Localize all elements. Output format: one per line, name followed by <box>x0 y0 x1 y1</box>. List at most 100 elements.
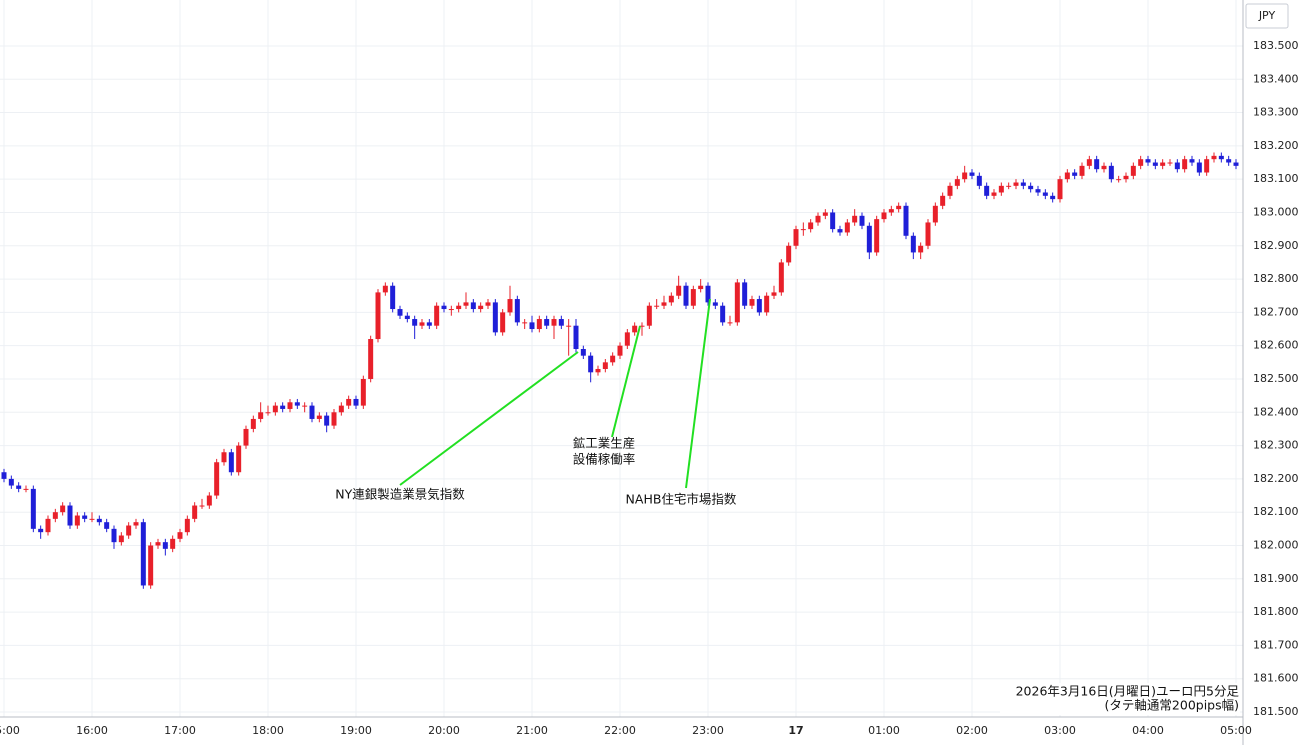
candle-body <box>595 368 601 373</box>
candle-body <box>30 488 36 529</box>
candle-body <box>690 289 696 306</box>
y-tick-label: 183.000 <box>1253 205 1299 218</box>
y-tick-label: 182.500 <box>1253 372 1299 385</box>
candle-body <box>1204 159 1210 173</box>
candle-body <box>192 505 198 519</box>
candle-body <box>243 428 249 446</box>
x-tick-label: 03:00 <box>1044 724 1076 737</box>
candle-body <box>412 319 418 326</box>
candle-body <box>214 462 220 496</box>
candle-body <box>529 322 535 330</box>
note: 2026年3月16日(月曜日)ユーロ円5分足 <box>1016 684 1240 699</box>
candles <box>1 152 1239 589</box>
candle-body <box>624 332 630 346</box>
candle-body <box>1138 159 1144 166</box>
y-tick-label: 182.000 <box>1253 538 1299 551</box>
candle-body <box>654 305 660 307</box>
candle-body <box>815 215 821 223</box>
candle-body <box>60 505 66 513</box>
candle-body <box>1182 159 1188 170</box>
candle-body <box>426 322 432 326</box>
x-tick-label: 18:00 <box>252 724 284 737</box>
candle-body <box>434 305 440 326</box>
candle-body <box>1130 165 1136 176</box>
candle-body <box>969 172 975 176</box>
grid <box>0 0 1243 717</box>
y-tick-label: 182.800 <box>1253 272 1299 285</box>
candle-body <box>859 215 865 226</box>
candle-body <box>280 405 286 409</box>
candle-body <box>940 195 946 206</box>
candle-body <box>148 545 154 586</box>
candle-body <box>874 219 880 253</box>
candle-body <box>808 222 814 230</box>
candle-body <box>976 175 982 186</box>
candle-body <box>67 505 73 526</box>
annotation-line <box>611 325 641 438</box>
y-tick-label: 181.900 <box>1253 572 1299 585</box>
candle-body <box>822 212 828 216</box>
candle-body <box>492 302 498 333</box>
candle-body <box>8 478 14 486</box>
x-tick-label: 04:00 <box>1132 724 1164 737</box>
candle-body <box>1167 162 1173 164</box>
candle-body <box>1218 155 1224 160</box>
candle-body <box>991 192 997 196</box>
candle-body <box>1174 162 1180 170</box>
candle-body <box>316 415 322 419</box>
candle-body <box>485 302 491 306</box>
candle-body <box>727 322 733 324</box>
candle-body <box>1042 192 1048 196</box>
x-tick-label: 16:00 <box>76 724 108 737</box>
candle-body <box>38 528 44 533</box>
annotation: NY連銀製造業景気指数 <box>335 487 465 502</box>
candle-body <box>639 325 645 327</box>
candle-body <box>199 505 205 507</box>
annotation-line <box>399 351 579 486</box>
candle-body <box>1152 162 1158 166</box>
candle-body <box>23 488 29 490</box>
candle-body <box>1094 159 1100 170</box>
candle-body <box>228 452 234 473</box>
candle-body <box>720 305 726 323</box>
candle-body <box>390 285 396 310</box>
candle-body <box>104 522 110 529</box>
candle-body <box>558 319 564 326</box>
candle-body <box>580 349 586 356</box>
candle-body <box>793 229 799 246</box>
candle-body <box>236 445 242 473</box>
candle-body <box>1035 189 1041 193</box>
candle-body <box>566 325 572 327</box>
candle-body <box>419 322 425 326</box>
candle-body <box>866 225 872 253</box>
candle-body <box>206 495 212 506</box>
candle-body <box>1211 155 1217 160</box>
y-tick-label: 183.200 <box>1253 139 1299 152</box>
candle-body <box>221 452 227 463</box>
candle-body <box>742 282 748 306</box>
annotation: 鉱工業生産 <box>573 436 636 451</box>
candle-body <box>676 285 682 296</box>
candle-body <box>1064 172 1070 180</box>
y-tick-label: 183.300 <box>1253 106 1299 119</box>
y-tick-label: 181.500 <box>1253 705 1299 718</box>
candle-body <box>140 522 146 586</box>
candle-body <box>448 309 454 311</box>
candle-body <box>331 412 337 426</box>
candle-body <box>1116 179 1122 181</box>
candle-body <box>338 405 344 413</box>
candle-body <box>734 282 740 323</box>
candle-body <box>441 305 447 310</box>
candle-body <box>954 179 960 186</box>
candle-body <box>133 522 139 526</box>
candle-body <box>698 285 704 290</box>
y-tick-label: 182.200 <box>1253 472 1299 485</box>
y-tick-label: 181.700 <box>1253 638 1299 651</box>
candle-body <box>1145 159 1151 163</box>
candle-body <box>778 262 784 293</box>
candle-body <box>888 209 894 213</box>
candle-body <box>463 302 469 306</box>
x-tick-label: 20:00 <box>428 724 460 737</box>
candle-body <box>852 215 858 223</box>
candle-body <box>155 542 161 546</box>
